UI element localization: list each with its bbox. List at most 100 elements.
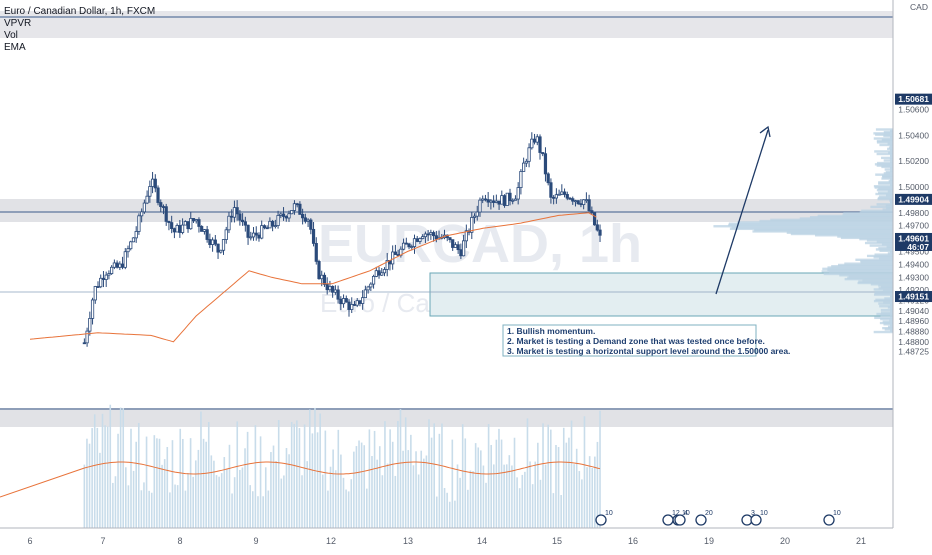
volume-bar	[114, 476, 117, 528]
volume-bar	[443, 488, 446, 528]
volume-profile-row	[875, 248, 893, 251]
volume-profile-row	[883, 130, 893, 134]
time-axis[interactable]	[0, 528, 932, 550]
chart-legend[interactable]: Euro / Canadian Dollar, 1h, FXCM VPVR Vo…	[4, 6, 155, 53]
volume-bar	[526, 418, 529, 528]
symbol-title[interactable]: Euro / Canadian Dollar, 1h, FXCM	[4, 6, 155, 17]
volume-profile-row	[847, 276, 893, 280]
candle-body	[475, 211, 479, 217]
volume-bar	[143, 482, 145, 528]
volume-profile-row	[873, 293, 893, 296]
volume-bar	[459, 477, 461, 528]
volume-bar	[215, 475, 218, 528]
price-tag-value: 1.49601	[898, 233, 929, 243]
volume-profile-row	[875, 192, 893, 196]
volume-bar	[241, 467, 244, 528]
volume-ema-line	[0, 461, 601, 498]
volume-bar	[482, 465, 485, 528]
projection-arrow[interactable]	[715, 129, 769, 295]
volume-bar	[161, 464, 163, 528]
volume-bar	[205, 441, 207, 528]
volume-bar	[557, 447, 560, 528]
legend-ema[interactable]: EMA	[4, 42, 26, 53]
candle-body	[418, 238, 422, 242]
volume-profile-row	[889, 199, 893, 202]
volume-profile-row	[799, 217, 893, 220]
volume-profile-row	[736, 221, 893, 224]
price-tick-label: 1.48960	[898, 316, 929, 326]
candle-body	[552, 196, 556, 199]
volume-bar	[529, 461, 531, 528]
legend-vpvr[interactable]: VPVR	[4, 18, 31, 29]
volume-bar	[498, 428, 500, 528]
volume-bar	[176, 485, 179, 528]
candle-body	[524, 160, 528, 164]
volume-bar	[132, 470, 135, 528]
price-tick-label: 1.50400	[898, 130, 929, 140]
legend-vol[interactable]: Vol	[4, 30, 18, 41]
candle-body	[366, 286, 370, 291]
volume-bar	[477, 447, 480, 528]
candle-body	[502, 195, 507, 206]
volume-profile-row	[873, 288, 893, 291]
event-marker	[750, 514, 762, 526]
volume-profile-row	[861, 209, 893, 212]
volume-profile-row	[879, 305, 893, 308]
volume-profile-row	[840, 236, 893, 240]
candle-body	[126, 248, 130, 253]
price-tag	[895, 291, 932, 303]
price-axis[interactable]	[893, 0, 932, 528]
analysis-note[interactable]: 1. Bullish momentum. 2. Market is testin…	[502, 324, 790, 357]
volume-profile-row	[884, 297, 893, 300]
volume-profile-row	[875, 133, 893, 136]
candle-body	[339, 298, 343, 305]
volume-bar	[537, 442, 539, 528]
candle-body	[513, 198, 518, 201]
volume-bar	[404, 417, 407, 528]
volume-profile-row	[827, 266, 893, 269]
volume-bar	[420, 450, 423, 528]
volume-bar	[474, 443, 477, 528]
volume-profile-row	[866, 254, 893, 258]
candle-body	[464, 230, 468, 242]
candle-body	[557, 193, 561, 196]
candle-body	[404, 242, 408, 245]
candle-body	[148, 186, 152, 197]
candle-body	[306, 219, 310, 222]
candle-body	[107, 273, 111, 276]
volume-profile-row	[890, 324, 893, 327]
volume-profile-row	[890, 167, 893, 170]
volume-profile-row	[884, 328, 893, 331]
note-line-3: 3. Market is testing a horizontal suppor…	[507, 346, 790, 356]
volume-profile-row	[873, 137, 893, 140]
volume-bar	[350, 479, 353, 528]
volume-bar	[560, 495, 562, 528]
volume-profile-row	[859, 237, 893, 241]
volume-profile-row	[882, 174, 893, 178]
time-tick-label: 9	[253, 536, 258, 546]
candle-body	[159, 202, 163, 207]
volume-profile-row	[890, 315, 893, 318]
volume-bar	[599, 410, 601, 528]
volume-profile-row	[860, 261, 893, 264]
candle-body	[393, 251, 397, 255]
volume-bar	[117, 433, 119, 528]
volume-profile-row	[880, 317, 893, 321]
volume-bar	[353, 451, 355, 528]
volume-bar	[169, 492, 171, 528]
projection-arrowhead	[759, 125, 771, 138]
candle-body	[180, 224, 185, 233]
volume-bar	[200, 411, 202, 528]
candle-body	[309, 219, 313, 230]
candle-body	[129, 241, 133, 250]
candle-body	[421, 236, 425, 239]
volume-bar	[226, 468, 228, 528]
candle-body	[371, 276, 376, 285]
volume-profile-row	[837, 235, 893, 238]
candle-body	[281, 213, 286, 217]
candle-body	[251, 232, 256, 238]
candle-body	[210, 239, 215, 245]
